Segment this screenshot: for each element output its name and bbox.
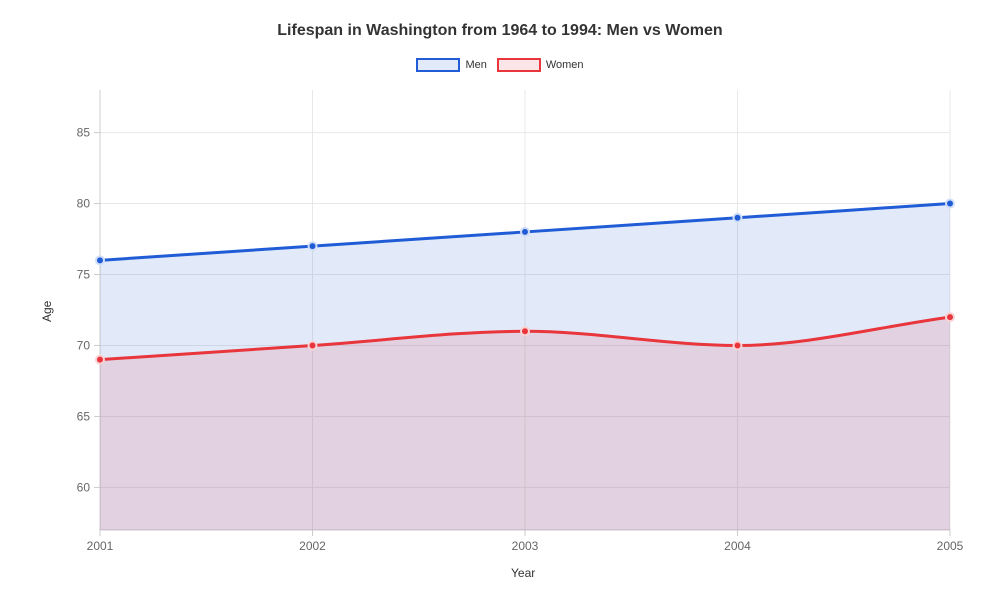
x-tick-label: 2005 (937, 539, 964, 553)
data-point[interactable] (946, 313, 954, 321)
data-point[interactable] (946, 200, 954, 208)
y-tick-label: 80 (77, 197, 91, 211)
data-point[interactable] (96, 356, 104, 364)
data-point[interactable] (734, 214, 742, 222)
data-point[interactable] (521, 228, 529, 236)
y-tick-label: 75 (77, 268, 91, 282)
data-point[interactable] (734, 341, 742, 349)
data-point[interactable] (96, 256, 104, 264)
x-tick-label: 2001 (87, 539, 114, 553)
data-point[interactable] (309, 242, 317, 250)
y-tick-label: 60 (77, 480, 91, 494)
x-tick-label: 2002 (299, 539, 326, 553)
x-tick-label: 2003 (512, 539, 539, 553)
y-tick-label: 85 (77, 126, 91, 140)
data-point[interactable] (521, 327, 529, 335)
y-tick-label: 65 (77, 409, 91, 423)
chart-svg: 2001 2002 2003 2004 2005 60 65 70 75 80 85 (0, 0, 1000, 600)
data-point[interactable] (309, 341, 317, 349)
y-tick-label: 70 (77, 338, 91, 352)
x-tick-label: 2004 (724, 539, 751, 553)
